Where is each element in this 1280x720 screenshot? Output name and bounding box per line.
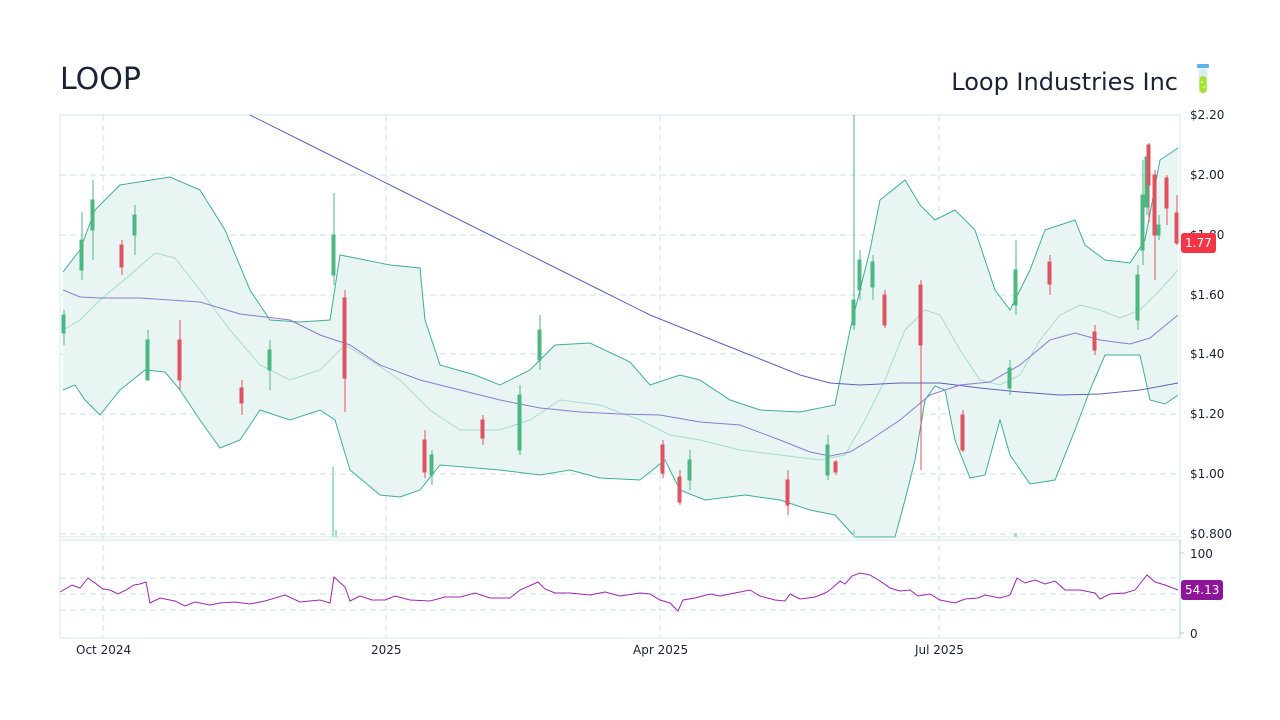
rsi-reference-lines [60,577,1180,611]
test-tube-icon [1197,64,1209,94]
svg-text:Oct 2024: Oct 2024 [76,643,131,657]
svg-text:0: 0 [1190,627,1198,641]
svg-text:$0.800: $0.800 [1190,527,1232,541]
candles [61,115,1179,515]
last-rsi-badge: 54.13 [1181,580,1224,600]
price-axis: $2.20 $2.00 $1.80 $1.60 $1.40 $1.20 $1.0… [1190,108,1232,541]
company-name: Loop Industries Inc [951,68,1178,96]
svg-text:$1.20: $1.20 [1190,407,1224,421]
svg-text:$1.40: $1.40 [1190,347,1224,361]
last-price-badge: 1.77 [1181,233,1216,253]
svg-text:$2.20: $2.20 [1190,108,1224,122]
svg-text:2025: 2025 [371,643,402,657]
rsi-axis: 100 0 [1190,547,1213,641]
ticker-symbol: LOOP [60,62,141,97]
svg-text:$1.00: $1.00 [1190,467,1224,481]
svg-text:Jul 2025: Jul 2025 [914,643,964,657]
bollinger-band-fill [63,148,1178,537]
svg-text:$1.60: $1.60 [1190,288,1224,302]
svg-text:Apr 2025: Apr 2025 [633,643,688,657]
bollinger-upper [62,147,1179,413]
sma-short [62,289,1179,457]
time-axis: Oct 2024 2025 Apr 2025 Jul 2025 [76,643,964,657]
svg-text:$2.00: $2.00 [1190,168,1224,182]
volume-bars [332,467,1017,537]
sma-long [249,114,1179,396]
svg-text:100: 100 [1190,547,1213,561]
rsi-line [59,572,1179,612]
bollinger-mid [62,252,1179,461]
